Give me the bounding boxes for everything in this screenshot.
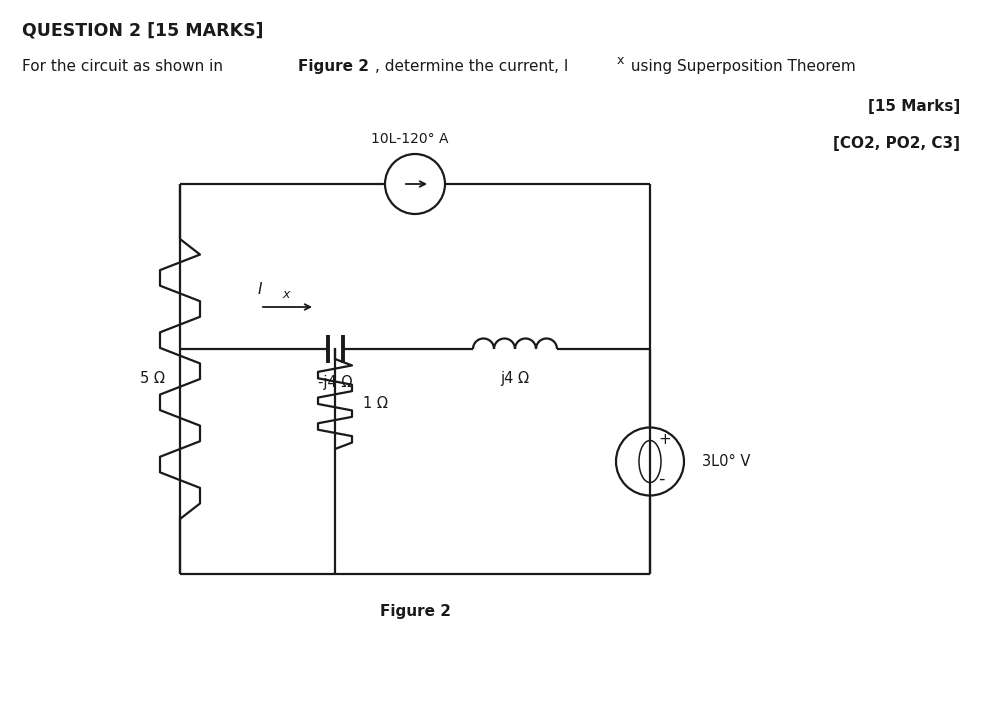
Text: [CO2, PO2, C3]: [CO2, PO2, C3]: [833, 136, 960, 151]
Text: x: x: [282, 288, 289, 301]
Text: using Superposition Theorem: using Superposition Theorem: [626, 59, 856, 74]
Text: -: -: [658, 470, 665, 487]
Text: I: I: [258, 282, 262, 297]
Text: [15 Marks]: [15 Marks]: [868, 99, 960, 114]
Text: 5 Ω: 5 Ω: [140, 372, 165, 386]
Text: QUESTION 2 [15 MARKS]: QUESTION 2 [15 MARKS]: [22, 22, 263, 40]
Text: -j4 Ω: -j4 Ω: [317, 375, 352, 390]
Text: x: x: [617, 54, 624, 67]
Text: Figure 2: Figure 2: [298, 59, 369, 74]
Text: For the circuit as shown in: For the circuit as shown in: [22, 59, 228, 74]
Text: , determine the current, I: , determine the current, I: [375, 59, 568, 74]
Text: j4 Ω: j4 Ω: [501, 372, 529, 386]
Text: 3L0° V: 3L0° V: [702, 454, 750, 469]
Text: Figure 2: Figure 2: [380, 604, 451, 619]
Text: 10L⁠-120° A: 10L⁠-120° A: [372, 132, 449, 146]
Text: 1 Ω: 1 Ω: [363, 396, 387, 412]
Text: +: +: [658, 432, 670, 448]
